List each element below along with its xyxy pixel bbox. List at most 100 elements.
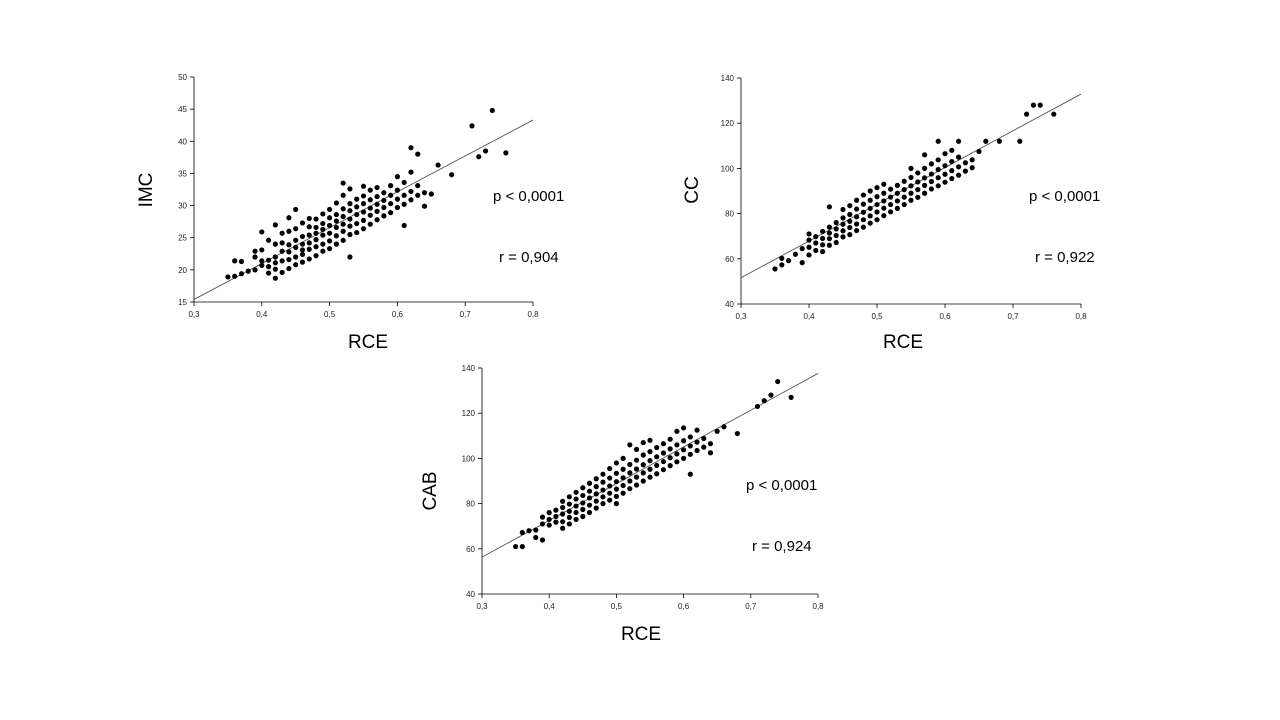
data-point [586,495,593,501]
data-point [421,190,428,196]
data-point [232,258,238,264]
data-point [888,194,894,200]
data-point [333,233,339,239]
data-point [620,490,626,496]
data-point [881,213,887,219]
y-tick-label: 80 [466,500,475,509]
data-point [381,204,387,211]
data-point [854,197,860,203]
data-point [894,198,901,204]
data-point [969,165,975,171]
data-point [840,234,846,240]
data-point [489,107,495,114]
data-point [854,221,860,227]
data-point [482,148,489,154]
data-point [1037,102,1043,108]
data-point [826,236,833,242]
x-tick-label: 0,5 [871,312,883,321]
data-point [539,521,546,527]
y-axis-label: CAB [420,471,441,510]
x-tick-label: 0,4 [544,602,556,611]
data-point [928,171,935,177]
data-point [347,186,353,192]
data-point [259,229,265,235]
data-point [962,160,969,166]
data-point [299,220,306,226]
data-point [394,196,400,202]
data-point [360,209,367,215]
data-point [633,482,640,488]
data-point [299,247,306,253]
data-point [408,197,414,203]
data-point [647,458,653,464]
data-point [786,258,792,264]
data-point [593,498,599,504]
data-point [560,519,566,525]
data-point [833,226,839,232]
data-point [707,441,714,447]
data-point [279,240,285,246]
data-point [854,214,860,220]
data-point [806,244,812,250]
data-point [293,254,299,260]
data-point [306,240,312,246]
data-point [408,145,414,151]
data-point [327,230,333,236]
r-value-annotation: r = 0,922 [1035,249,1095,266]
data-point [367,221,373,227]
data-point [833,232,839,239]
data-point [354,204,360,210]
data-point [306,215,312,222]
p-value-annotation: p < 0,0001 [746,477,817,494]
data-point [942,171,948,177]
data-point [238,271,245,277]
data-point [408,169,414,175]
data-point [388,183,394,189]
y-axis-label: IMC [136,173,157,208]
data-point [908,190,914,196]
y-tick-label: 15 [178,298,187,307]
data-point [654,471,660,477]
data-point [881,181,887,187]
data-point [874,209,880,215]
data-point [1051,111,1057,117]
data-point [360,201,367,207]
data-point [327,238,333,244]
data-point [674,459,680,465]
data-point [415,192,421,198]
data-point [613,479,620,485]
data-point [340,237,346,243]
data-point [408,188,414,195]
data-point [327,246,333,252]
x-tick-label: 0,8 [1075,312,1087,321]
data-point [840,228,846,234]
data-point [286,215,292,221]
data-point [867,220,873,226]
data-point [908,183,914,189]
data-point [1030,102,1036,108]
data-point [881,198,887,204]
data-point [225,274,231,280]
data-point [573,489,579,495]
data-point [949,168,955,174]
data-point [272,260,278,266]
data-point [667,463,673,469]
data-point [681,455,687,461]
data-point [881,205,887,211]
data-point [374,217,380,223]
y-tick-label: 25 [178,234,187,243]
data-point [996,138,1003,144]
data-point [580,506,586,513]
data-point [347,223,353,229]
data-point [320,241,326,247]
data-point [813,247,819,254]
data-point [687,451,693,457]
y-tick-label: 20 [178,266,187,275]
data-point [806,237,812,243]
y-tick-label: 100 [462,454,476,463]
data-point [299,259,306,265]
data-point [573,496,579,502]
data-point [313,237,319,243]
data-point [428,191,434,197]
data-point [503,150,509,156]
